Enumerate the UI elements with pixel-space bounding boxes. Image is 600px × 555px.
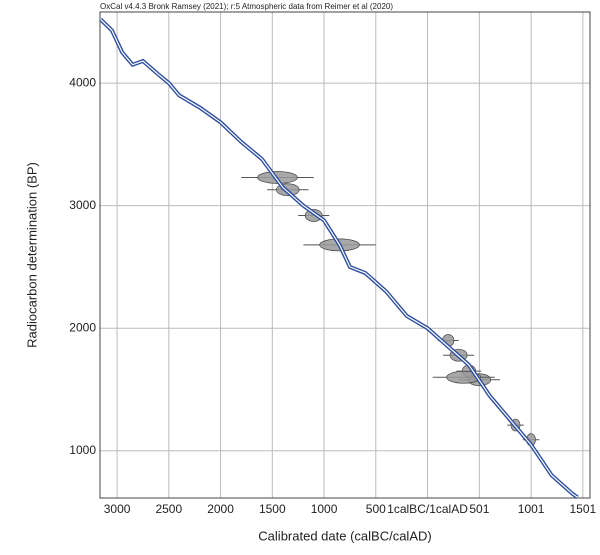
x-tick-label: 1501 [570, 502, 597, 516]
x-tick-label: 3000 [104, 502, 131, 516]
date-distribution [446, 370, 482, 384]
plot-frame [99, 11, 591, 499]
x-tick-label: 2500 [155, 502, 182, 516]
x-tick-label: 500 [366, 502, 386, 516]
x-axis-label: Calibrated date (calBC/calAD) [258, 528, 431, 543]
y-tick-label: 2000 [69, 320, 96, 334]
x-tick-label: 501 [469, 502, 489, 516]
x-tick-label: 2000 [207, 502, 234, 516]
y-tick-label: 1000 [69, 443, 96, 457]
chart-title: OxCal v4.4.3 Bronk Ramsey (2021); r:5 At… [100, 2, 393, 11]
x-tick-label: 1500 [259, 502, 286, 516]
x-tick-label: 1001 [518, 502, 545, 516]
y-tick-label: 4000 [69, 75, 96, 89]
x-tick-label: 1000 [311, 502, 338, 516]
x-tick-label: 1calBC/1calAD [387, 502, 468, 516]
calibration-curve-inner [100, 18, 578, 498]
y-axis-label: Radiocarbon determination (BP) [24, 162, 39, 348]
y-tick-label: 3000 [69, 198, 96, 212]
